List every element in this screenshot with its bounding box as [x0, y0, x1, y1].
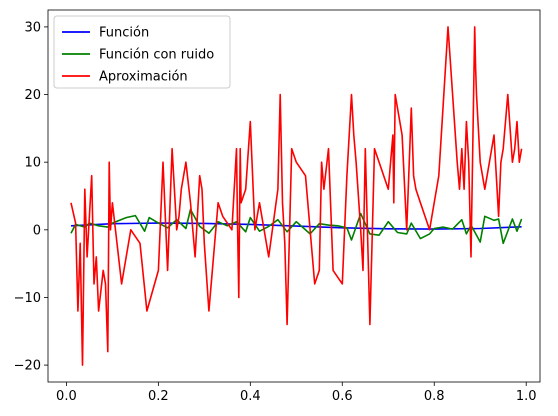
- axes-frame: [47, 9, 541, 383]
- y-tick-label: −20: [14, 359, 41, 374]
- y-tick-label: 20: [24, 88, 41, 103]
- x-tick-label: 0.2: [148, 389, 169, 404]
- x-tick-label: 1.0: [516, 389, 537, 404]
- y-tick-label: 10: [24, 156, 41, 171]
- x-tick-label: 0.0: [56, 389, 77, 404]
- series-line-2: [70, 26, 523, 366]
- y-tick-label: 0: [33, 223, 41, 238]
- legend-box: [53, 15, 231, 89]
- series-group: [70, 26, 523, 366]
- legend-label-0: Función: [99, 26, 149, 41]
- legend-label-1: Función con ruido: [99, 48, 214, 63]
- legend-label-2: Aproximación: [99, 70, 188, 85]
- y-tick-label: −10: [14, 291, 41, 306]
- x-tick-label: 0.6: [332, 389, 353, 404]
- y-tick-label: 30: [24, 20, 41, 35]
- x-tick-label: 0.8: [424, 389, 445, 404]
- x-tick-label: 0.4: [240, 389, 261, 404]
